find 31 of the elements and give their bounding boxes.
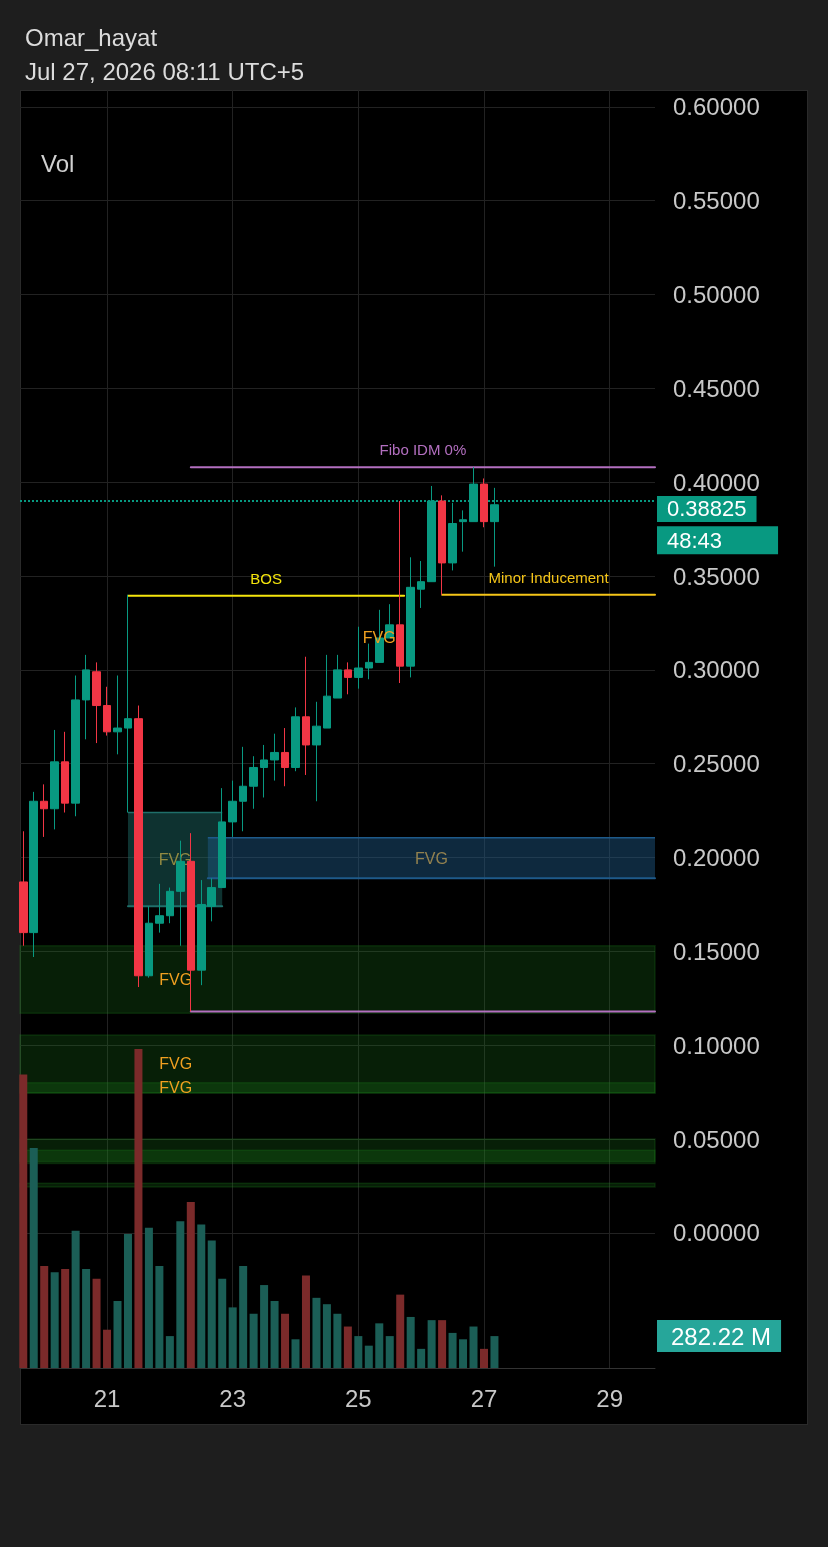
y-tick-label: 0.15000 (673, 937, 760, 965)
series-label: Fibo IDM 0% (379, 441, 467, 459)
x-tick-label: 25 (344, 1384, 372, 1412)
band-label: FVG (159, 971, 193, 989)
chart-title: Omar_hayat (25, 23, 158, 51)
text: 48:43 (667, 527, 723, 553)
band-label: FVG (159, 1055, 193, 1073)
y-tick-label: 0.25000 (673, 750, 760, 778)
x-tick-label: 29 (596, 1384, 623, 1412)
y-tick-label: 0.50000 (673, 281, 760, 309)
y-tick-label: 0.20000 (673, 844, 760, 872)
text: 282.22 M (671, 1322, 772, 1350)
y-tick-label: 0.35000 (673, 562, 760, 590)
y-tick-label: 0.30000 (673, 656, 760, 684)
y-tick-label: 0.10000 (673, 1031, 760, 1059)
y-tick-label: 0.40000 (673, 468, 760, 496)
band-label: FVG (159, 1079, 193, 1097)
chart-subtitle: Jul 27, 2026 08:11 UTC+5 (25, 57, 305, 85)
x-tick-label: 21 (93, 1384, 121, 1412)
series-label: FVG (414, 849, 448, 867)
x-tick-label: 27 (470, 1384, 498, 1412)
y-tick-label: 0.55000 (673, 187, 760, 215)
y-tick-label: 0.05000 (673, 1125, 760, 1153)
series-label: BOS (250, 569, 282, 587)
y-tick-label: 0.45000 (673, 374, 760, 402)
y-tick-label: 0.60000 (673, 93, 760, 121)
x-tick-label: 23 (219, 1384, 247, 1412)
series-label: Minor Inducement (488, 568, 610, 586)
chart-title: Vol (41, 149, 75, 177)
ref-line-label: 0.38825 (667, 496, 747, 522)
y-tick-label: 0.00000 (673, 1219, 760, 1247)
